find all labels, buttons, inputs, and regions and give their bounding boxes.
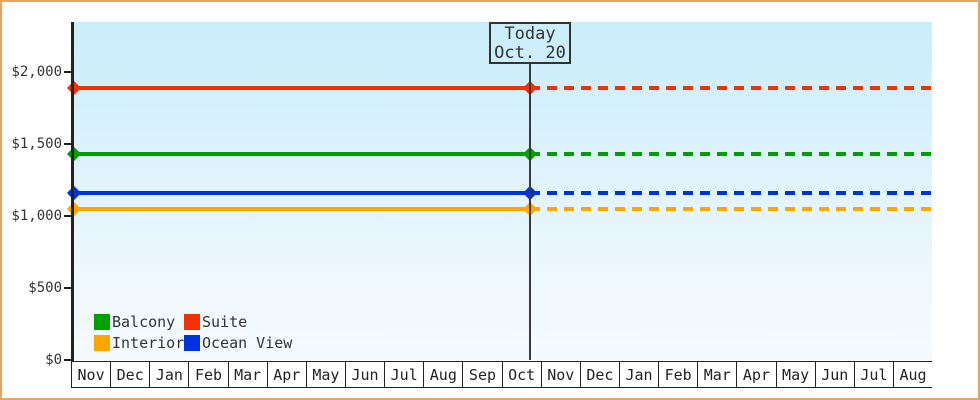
legend-swatch-icon (94, 335, 110, 351)
series-line-solid-balcony (74, 152, 530, 157)
today-vertical-line (529, 64, 531, 360)
month-cell: May (307, 362, 346, 387)
series-line-solid-ocean-view (74, 190, 530, 195)
legend-label: Balcony (112, 313, 176, 331)
y-tick-label: $1,000 (11, 208, 62, 224)
y-tick-mark (64, 359, 72, 361)
month-cell: Jun (816, 362, 855, 387)
legend-label: Suite (202, 313, 248, 331)
y-tick-label: $2,000 (11, 64, 62, 80)
legend: Balcony Suite Interior Ocean View (94, 313, 292, 352)
today-label: Today (504, 24, 556, 44)
legend-item: Interior (94, 334, 184, 352)
today-date: Oct. 20 (494, 43, 566, 63)
series-line-dotted-suite (530, 85, 932, 90)
y-tick-mark (64, 215, 72, 217)
legend-label: Interior (112, 334, 185, 352)
legend-swatch-icon (94, 314, 110, 330)
month-cell: Mar (698, 362, 738, 387)
month-cell: Oct (503, 362, 542, 387)
month-cell: Dec (581, 362, 620, 387)
y-tick-mark (64, 143, 72, 145)
series-line-dotted-balcony (530, 152, 932, 157)
month-cell: Mar (229, 362, 268, 387)
y-tick-mark (64, 287, 72, 289)
today-annotation-box: Today Oct. 20 (489, 22, 571, 64)
month-cell: Nov (542, 362, 581, 387)
y-tick-label: $1,500 (11, 136, 62, 152)
x-axis-month-row: Nov Dec Jan Feb Mar Apr May Jun Jul Aug Sep Oct Nov D… (71, 361, 932, 388)
month-cell: Feb (189, 362, 229, 387)
legend-item: Balcony (94, 313, 184, 331)
y-tick-label: $500 (28, 280, 62, 296)
y-tick-mark (64, 71, 72, 73)
legend-swatch-icon (184, 314, 200, 330)
legend-item: Ocean View (184, 334, 292, 352)
month-cell: May (777, 362, 816, 387)
month-cell: Feb (659, 362, 699, 387)
month-cell: Jan (150, 362, 190, 387)
y-axis (71, 22, 74, 362)
series-line-dotted-ocean-view (530, 190, 932, 195)
month-cell: Sep (463, 362, 503, 387)
month-cell: Apr (737, 362, 777, 387)
series-line-solid-interior (74, 206, 530, 211)
y-tick-label: $0 (45, 352, 62, 368)
month-cell: Jul (855, 362, 894, 387)
month-cell: Aug (899, 365, 927, 384)
legend-swatch-icon (184, 335, 200, 351)
series-line-solid-suite (74, 85, 530, 90)
month-cell: Nov (72, 362, 112, 387)
month-cell: Jan (620, 362, 660, 387)
legend-label: Ocean View (202, 334, 293, 352)
legend-item: Suite (184, 313, 292, 331)
month-cell: Apr (268, 362, 307, 387)
month-cell: Aug (424, 362, 464, 387)
month-cell: Dec (111, 362, 151, 387)
month-cell: Jul (385, 362, 425, 387)
month-cell: Jun (346, 362, 386, 387)
series-line-dotted-interior (530, 206, 932, 211)
